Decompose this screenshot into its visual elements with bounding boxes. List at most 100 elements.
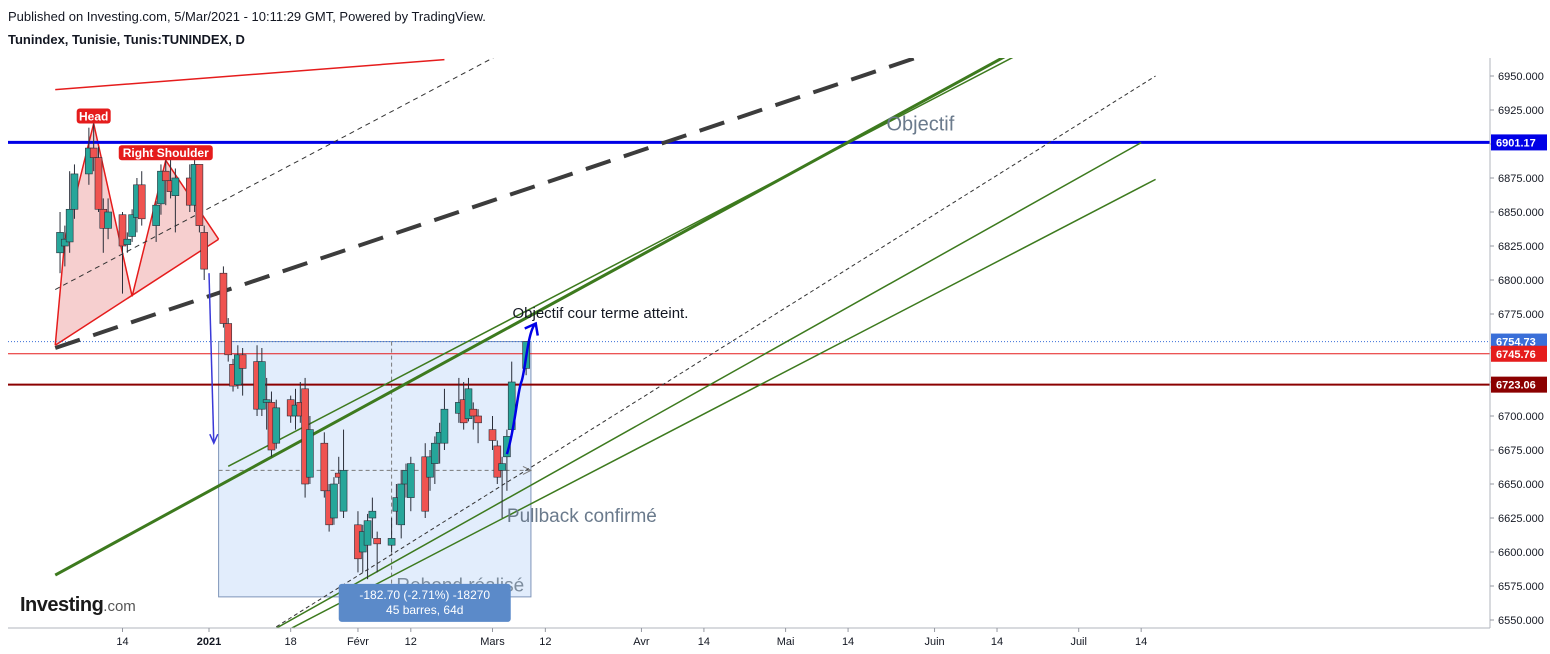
- candle: [258, 348, 266, 416]
- channel-lower: [275, 141, 1142, 628]
- x-tick-label: Avr: [633, 636, 650, 648]
- y-tick-label: 6875.000: [1498, 173, 1544, 185]
- y-tick-label: 6650.000: [1498, 479, 1544, 491]
- candle-body: [306, 429, 314, 478]
- candle: [137, 171, 146, 226]
- candle-body: [61, 238, 69, 247]
- candle-body: [262, 399, 271, 403]
- candle-body: [421, 456, 430, 512]
- measure-tooltip-line1: -182.70 (-2.71%) -18270: [359, 588, 490, 602]
- x-tick-label: Juil: [1070, 636, 1087, 648]
- candle-body: [363, 520, 372, 546]
- measure-tooltip-bg: [338, 583, 511, 622]
- candle: [373, 531, 381, 573]
- measure-arrow-right: [522, 465, 533, 475]
- candle-body: [330, 483, 338, 519]
- candle: [70, 164, 79, 219]
- candle-body: [157, 170, 165, 205]
- channel-bottom: [290, 178, 1156, 628]
- x-tick-label: 14: [842, 636, 854, 648]
- candle-body: [200, 232, 208, 270]
- x-tick-label: 18: [285, 636, 297, 648]
- y-tick-label: 6675.000: [1498, 445, 1544, 457]
- candle-body: [238, 354, 247, 369]
- candle: [397, 470, 406, 539]
- candle: [234, 345, 242, 389]
- price-badge-bg: [1491, 333, 1547, 350]
- neckline: [54, 238, 220, 346]
- candle-body: [440, 408, 449, 444]
- candle: [488, 416, 497, 450]
- candle-body: [387, 538, 396, 546]
- candle: [474, 409, 482, 444]
- candle-body: [493, 445, 502, 478]
- candle: [61, 225, 69, 267]
- channel-upper-thin: [227, 58, 1014, 467]
- candle-body: [498, 463, 506, 471]
- thick-dashed-trendline: [54, 58, 922, 350]
- candle: [161, 160, 170, 206]
- candle: [238, 348, 247, 396]
- candle-body: [118, 214, 127, 247]
- right-shoulder-label: Right Shoulder: [123, 146, 209, 160]
- candle: [224, 318, 233, 362]
- candle: [493, 440, 502, 484]
- candle: [123, 232, 132, 253]
- candle-body: [123, 238, 132, 245]
- objective-annotation: Objectif: [887, 113, 955, 135]
- y-tick-label: 6550.000: [1498, 615, 1544, 627]
- upper-red-trendline: [55, 58, 445, 91]
- candle-body: [104, 211, 112, 229]
- candle-body: [464, 388, 473, 420]
- candle: [171, 168, 180, 233]
- measure-tooltip-line2: 45 barres, 64d: [386, 603, 463, 617]
- candle: [469, 402, 478, 430]
- x-tick-label: 12: [405, 636, 417, 648]
- candle: [363, 513, 372, 580]
- x-tick-label: 14: [698, 636, 710, 648]
- target-arrow-head: [524, 321, 539, 336]
- x-tick-label: Févr: [347, 636, 369, 648]
- candle-body: [224, 323, 233, 356]
- candle-body: [474, 415, 482, 424]
- candle-body: [94, 157, 103, 210]
- upper-dashed-trendline: [55, 58, 494, 290]
- candle: [440, 388, 449, 450]
- candle: [407, 456, 415, 512]
- candle: [94, 146, 103, 212]
- candle-body: [488, 429, 497, 441]
- candle-body: [171, 177, 180, 196]
- candle: [195, 164, 204, 233]
- candle: [65, 171, 74, 253]
- candle-body: [339, 470, 348, 512]
- candle-body: [397, 483, 406, 526]
- price-badge-label: 6723.06: [1496, 380, 1536, 392]
- candle: [426, 450, 434, 491]
- y-tick-label: 6575.000: [1498, 581, 1544, 593]
- drop-arrow-shaft: [208, 273, 215, 444]
- symbol-title: Tunindex, Tunisie, Tunis:TUNINDEX, D: [8, 32, 245, 47]
- y-tick-label: 6625.000: [1498, 513, 1544, 525]
- candle-body: [137, 184, 146, 220]
- price-badge-bg: [1491, 345, 1547, 362]
- candle: [320, 432, 329, 498]
- channel-upper-bold: [54, 58, 1006, 577]
- y-tick-label: 6700.000: [1498, 411, 1544, 423]
- candle-body: [128, 214, 136, 237]
- channel-midline: [276, 75, 1156, 628]
- y-tick-label: 6775.000: [1498, 309, 1544, 321]
- candle-body: [70, 173, 79, 210]
- candle: [306, 416, 314, 484]
- candle-body: [85, 147, 93, 175]
- candle-body: [407, 463, 415, 498]
- candle-body: [89, 147, 98, 158]
- candle-body: [503, 436, 511, 458]
- candle: [421, 443, 430, 518]
- drop-arrow-head: [209, 433, 219, 446]
- short-term-annotation: Objectif cour terme atteint.: [512, 305, 688, 322]
- candle: [387, 518, 396, 552]
- candle-body: [272, 407, 281, 444]
- price-badge-label: 6745.76: [1496, 349, 1536, 361]
- y-tick-label: 6600.000: [1498, 547, 1544, 559]
